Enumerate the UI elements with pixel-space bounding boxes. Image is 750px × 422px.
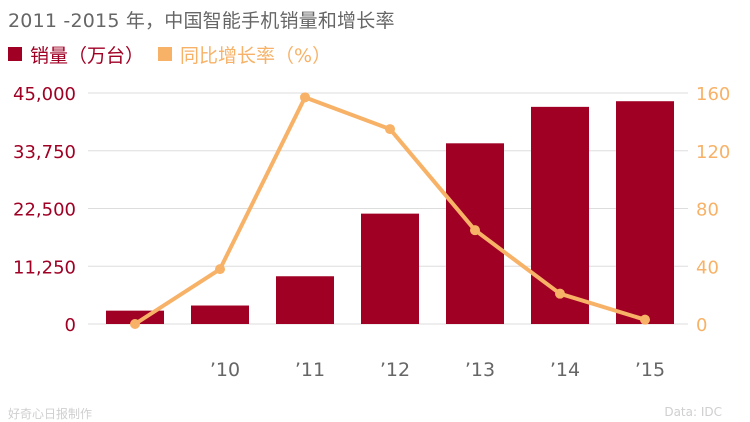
- x-tick-label: ’10: [210, 359, 240, 381]
- x-tick-label: ’11: [295, 359, 325, 381]
- y-right-tick-label: 160: [696, 84, 730, 105]
- bar-sales-5: [531, 106, 589, 324]
- bar-sales-2: [276, 276, 334, 324]
- bar-sales-3: [361, 213, 419, 324]
- legend-swatch-sales: [8, 47, 22, 61]
- bar-sales-1: [191, 305, 249, 324]
- legend-item-growth: 同比增长率（%）: [158, 41, 331, 68]
- y-right-tick-label: 120: [696, 142, 730, 163]
- y-left-tick-label: 45,000: [13, 84, 76, 105]
- legend-label-sales: 销量（万台）: [30, 44, 145, 67]
- y-left-tick-label: 33,750: [13, 142, 76, 163]
- legend: 销量（万台） 同比增长率（%）: [8, 41, 331, 68]
- footer-credit: 好奇心日报制作: [8, 407, 93, 421]
- y-left-tick-label: 11,250: [13, 257, 76, 278]
- legend-item-sales: 销量（万台）: [8, 41, 144, 68]
- growth-point-1: [215, 264, 225, 275]
- y-left-tick-label: 0: [65, 315, 76, 336]
- growth-point-4: [470, 225, 480, 236]
- y-right-tick-label: 80: [696, 200, 719, 221]
- bar-sales-6: [616, 101, 674, 324]
- growth-point-2: [300, 92, 310, 103]
- chart-title: 2011 -2015 年，中国智能手机销量和增长率: [8, 10, 395, 32]
- x-tick-label: ’15: [635, 359, 665, 381]
- y-left-tick-label: 22,500: [13, 200, 76, 221]
- legend-label-growth: 同比增长率（%）: [180, 44, 332, 67]
- footer-source: Data: IDC: [664, 405, 722, 419]
- legend-swatch-growth: [158, 47, 173, 61]
- growth-point-0: [130, 319, 140, 329]
- y-right-tick-label: 0: [696, 315, 707, 336]
- x-tick-label: ’12: [380, 359, 410, 381]
- growth-point-6: [640, 314, 650, 325]
- x-tick-label: ’14: [550, 359, 580, 381]
- x-tick-label: ’13: [465, 359, 495, 381]
- growth-point-5: [555, 288, 565, 299]
- growth-point-3: [385, 124, 395, 135]
- y-right-tick-label: 40: [696, 257, 719, 278]
